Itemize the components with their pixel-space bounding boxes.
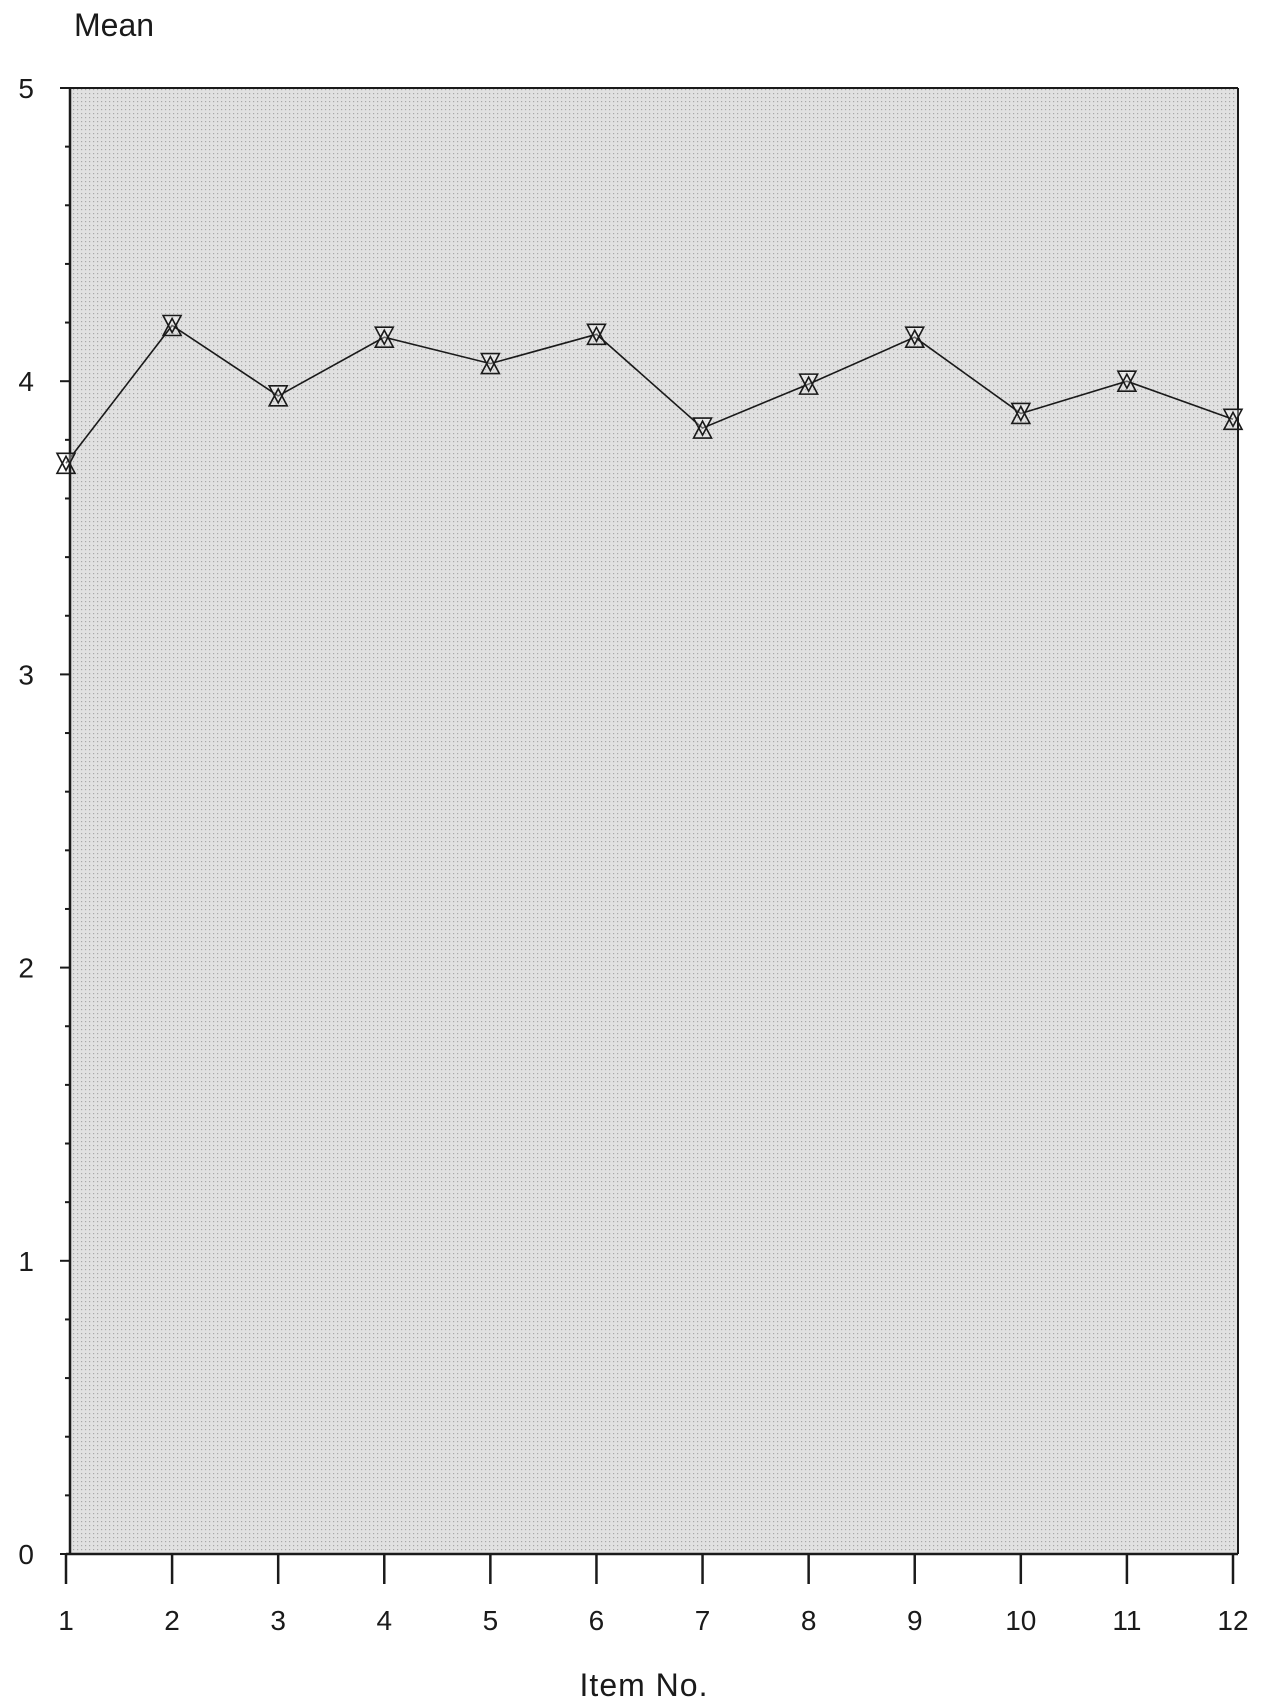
x-tick-label: 9	[907, 1605, 923, 1636]
y-tick-label: 4	[18, 366, 34, 397]
data-point	[586, 323, 607, 346]
data-markers	[55, 314, 1244, 475]
x-tick-label: 12	[1217, 1605, 1248, 1636]
data-point	[480, 352, 501, 375]
data-point	[798, 373, 819, 395]
x-axis-ticks: 1 2 3 4 5 6 7 8 9 10 11 12	[58, 1554, 1249, 1636]
data-point	[1116, 370, 1138, 393]
x-tick-label: 3	[270, 1605, 286, 1636]
y-axis-title: Mean	[74, 7, 154, 43]
data-point	[904, 326, 926, 349]
x-axis-title: Item No.	[580, 1667, 709, 1703]
x-tick-label: 7	[695, 1605, 711, 1636]
x-tick-label: 10	[1005, 1605, 1036, 1636]
x-tick-label: 4	[376, 1605, 392, 1636]
data-point	[692, 417, 713, 439]
series-lines	[65, 324, 1234, 464]
data-point	[267, 385, 289, 407]
data-point	[1222, 408, 1244, 431]
x-tick-label: 2	[164, 1605, 180, 1636]
y-tick-label: 2	[18, 953, 34, 984]
x-tick-label: 8	[801, 1605, 817, 1636]
data-point	[1010, 402, 1032, 425]
plot-area	[70, 88, 1238, 1554]
series-line	[65, 324, 1234, 464]
data-point	[161, 314, 183, 337]
x-tick-label: 6	[589, 1605, 605, 1636]
y-axis-ticks: 0 1 2 3 4 5	[18, 73, 70, 1570]
data-point	[373, 326, 395, 349]
y-tick-label: 5	[18, 73, 34, 104]
x-tick-label: 5	[483, 1605, 499, 1636]
x-tick-label: 11	[1112, 1605, 1141, 1636]
y-tick-label: 3	[18, 659, 34, 690]
y-tick-label: 1	[18, 1246, 34, 1277]
y-tick-label: 0	[18, 1539, 34, 1570]
x-tick-label: 1	[58, 1605, 74, 1636]
data-point	[55, 452, 77, 475]
